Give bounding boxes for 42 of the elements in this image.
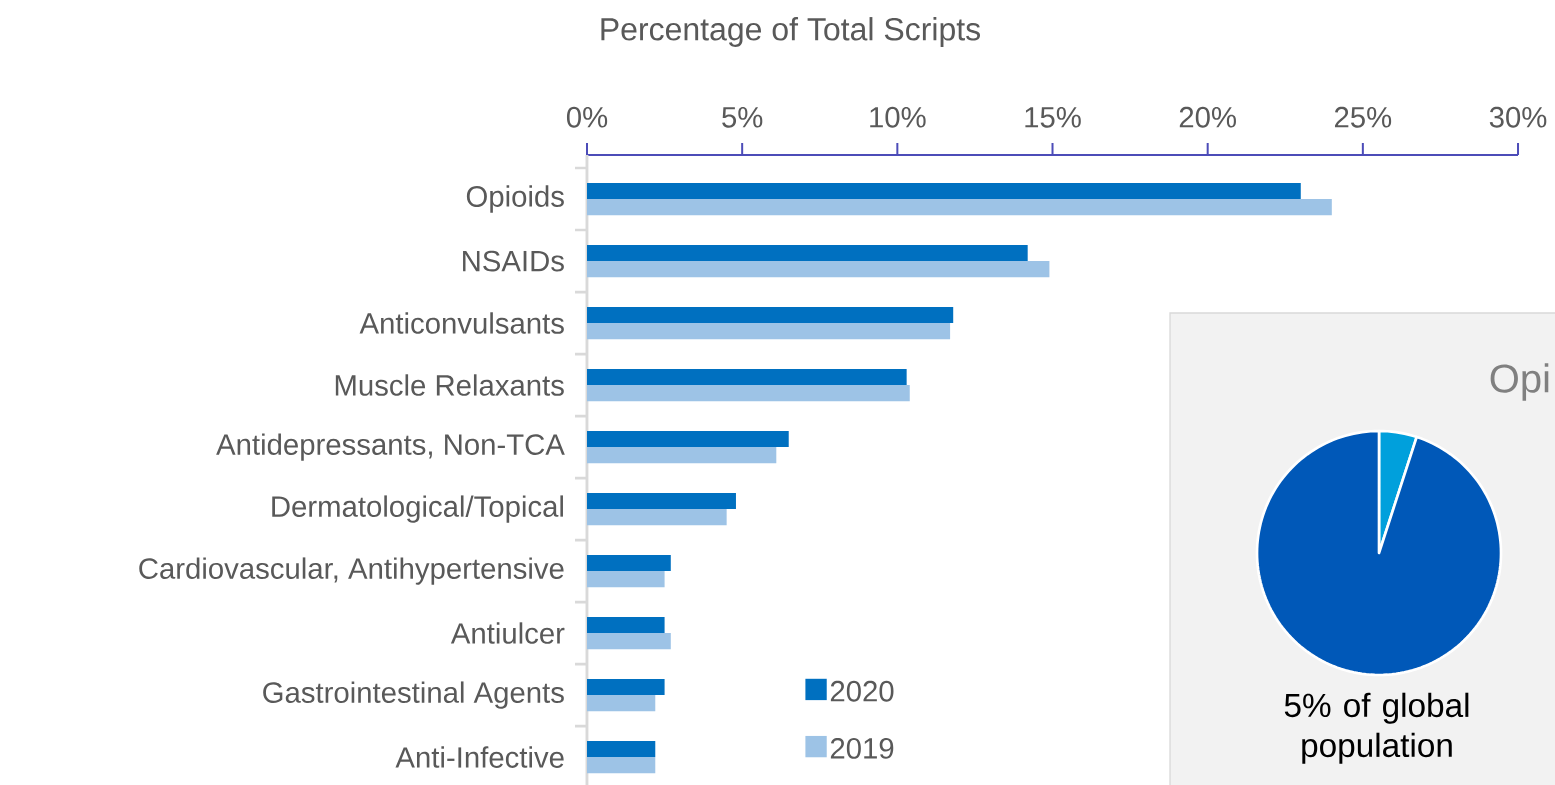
bar xyxy=(587,695,656,712)
bar xyxy=(587,306,954,324)
y-tick-label: Gastrointestinal Agents xyxy=(263,681,564,709)
x-tick-label: 10% xyxy=(870,106,926,128)
bar xyxy=(587,430,789,448)
bar xyxy=(587,447,777,464)
y-tick-label: Anticonvulsants xyxy=(359,312,564,334)
bar xyxy=(587,492,736,510)
y-tick-label: NSAIDs xyxy=(463,250,564,272)
x-tick-label: 5% xyxy=(722,106,763,128)
bar xyxy=(587,244,1028,262)
bar xyxy=(587,509,727,526)
bar xyxy=(587,385,910,402)
bar xyxy=(587,554,671,572)
y-tick-label: Anti-Infective xyxy=(395,746,564,768)
y-tick-label: Muscle Relaxants xyxy=(335,374,564,396)
annotation: 5% of global population xyxy=(1284,692,1469,764)
y-tick-label: Antidepressants, Non-TCA xyxy=(216,433,565,461)
bar xyxy=(587,633,671,650)
bar xyxy=(587,182,1301,200)
bar xyxy=(587,323,951,340)
legend-label: 2019 xyxy=(830,738,894,759)
y-tick-label: Opioids xyxy=(466,185,564,213)
bar xyxy=(587,678,665,696)
bar xyxy=(587,757,656,774)
bar xyxy=(587,261,1050,278)
x-tick-label: 15% xyxy=(1025,106,1081,128)
x-tick-label: 20% xyxy=(1179,106,1236,128)
y-tick-label: Dermatological/Topical xyxy=(272,495,563,523)
chart-title: Opi xyxy=(1490,363,1549,401)
legend-label: 2020 xyxy=(830,680,894,702)
x-axis-title: Percentage of Total Scripts xyxy=(601,17,981,47)
x-tick-label: 30% xyxy=(1489,106,1547,128)
bar xyxy=(587,740,656,758)
y-tick-label: Antiulcer xyxy=(450,622,565,644)
x-tick-label: 0% xyxy=(566,106,608,128)
y-tick-label: Cardiovascular, Antihypertensive xyxy=(139,557,564,585)
bar xyxy=(587,616,665,634)
x-tick-label: 25% xyxy=(1334,106,1392,128)
bar xyxy=(587,368,907,386)
bar xyxy=(587,199,1332,216)
bar xyxy=(587,571,665,588)
